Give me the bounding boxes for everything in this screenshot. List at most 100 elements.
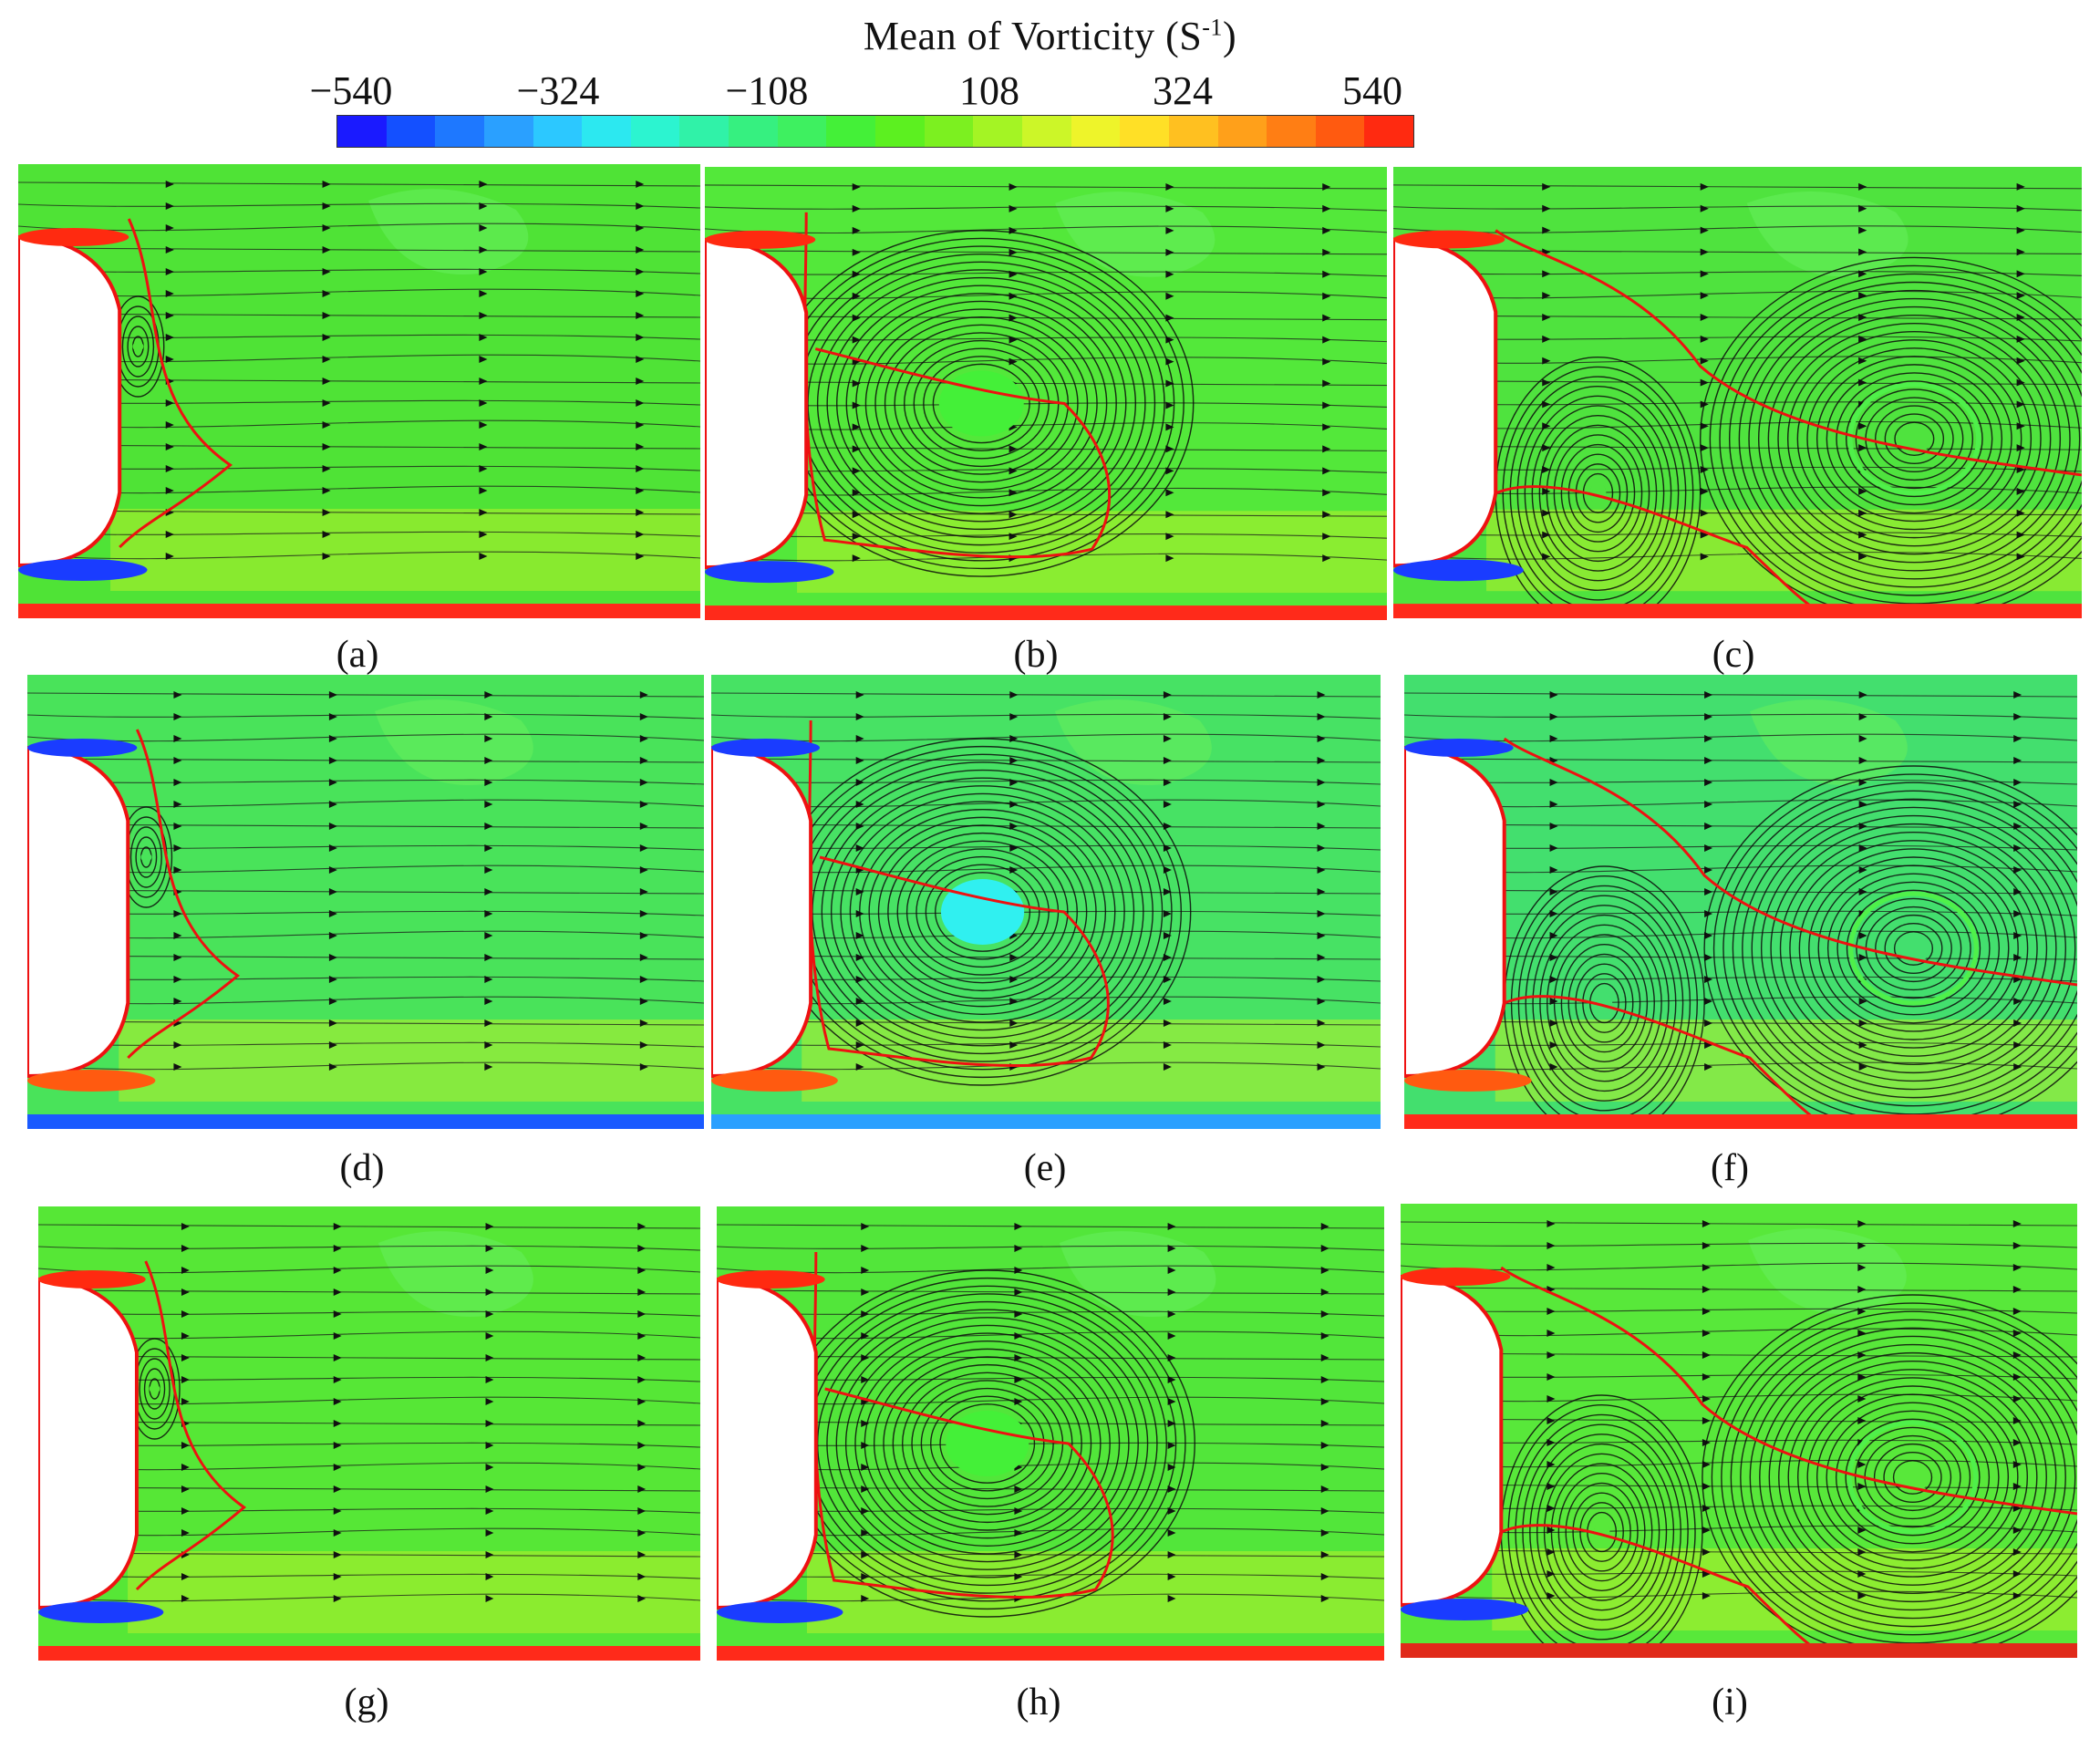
corner-vorticity-top xyxy=(1393,230,1505,249)
streamline-arrow xyxy=(1320,1464,1329,1471)
streamline-arrow xyxy=(333,1332,342,1340)
streamline-arrow xyxy=(1547,1330,1556,1337)
streamline-arrow xyxy=(485,1354,494,1361)
streamline-arrow xyxy=(333,1442,342,1449)
streamline-arrow xyxy=(1320,1529,1329,1537)
streamline-arrow xyxy=(855,1063,864,1071)
streamline-arrow xyxy=(485,1464,494,1471)
vortex-contour xyxy=(1826,364,2003,514)
vorticity-patch xyxy=(1749,699,1908,785)
corner-vorticity-bottom xyxy=(18,559,148,581)
panel-f xyxy=(1404,675,2077,1129)
vorticity-patch xyxy=(1059,1231,1216,1317)
streamline-arrow xyxy=(852,467,861,475)
vortex-contour xyxy=(884,324,1079,483)
streamline-arrow xyxy=(1547,1220,1556,1227)
streamline-arrow xyxy=(639,844,648,852)
streamline-arrow xyxy=(639,757,648,764)
shear-layer xyxy=(806,1551,1384,1633)
streamline-arrow xyxy=(1858,226,1867,234)
streamline-arrow xyxy=(639,998,648,1005)
vortex-contour xyxy=(923,356,1040,451)
streamline-arrow xyxy=(1542,509,1551,517)
separation-line xyxy=(1503,737,2077,987)
vortex-contour xyxy=(1797,1377,2029,1578)
streamline-arrow xyxy=(1858,182,1867,191)
streamline-arrow xyxy=(333,1507,342,1515)
panel-g xyxy=(38,1206,700,1661)
streamline-arrow xyxy=(1163,823,1172,830)
streamline-arrow xyxy=(2013,735,2022,742)
shear-layer xyxy=(110,509,700,591)
streamline-arrow xyxy=(165,334,174,341)
streamline-arrow xyxy=(636,224,645,232)
separation-line xyxy=(1500,1524,1831,1658)
streamline-arrow xyxy=(173,954,182,961)
streamline-arrow xyxy=(2013,1020,2022,1027)
streamline-arrow xyxy=(1704,779,1713,786)
colorbar-tick: −324 xyxy=(516,68,600,113)
streamline-arrow xyxy=(165,202,174,210)
streamline-arrow xyxy=(861,1573,870,1580)
streamline-arrow xyxy=(485,1267,494,1274)
streamline-arrow xyxy=(1317,932,1326,939)
corner-vorticity-bottom xyxy=(705,561,834,584)
streamline xyxy=(18,202,700,209)
streamline-arrow xyxy=(322,421,331,429)
streamline-arrow xyxy=(484,779,493,786)
vortex-contour xyxy=(896,840,1069,984)
vortex-contour xyxy=(1883,1452,1942,1503)
streamline-arrow xyxy=(484,910,493,917)
streamline-arrow xyxy=(1165,445,1174,453)
vortex-contour xyxy=(1767,314,2062,564)
vortex-contour xyxy=(1742,798,2077,1099)
bluff-body xyxy=(717,1277,818,1610)
streamline-arrow xyxy=(1165,226,1174,234)
streamline-arrow xyxy=(855,932,864,939)
streamline-arrow xyxy=(1547,1483,1556,1490)
streamline-arrow xyxy=(479,202,488,210)
panel-h xyxy=(717,1206,1384,1661)
streamline-arrow xyxy=(1700,270,1709,278)
streamline-arrow xyxy=(328,1041,337,1049)
colorbar-tick: −108 xyxy=(725,68,809,113)
streamline-arrow xyxy=(637,1223,647,1230)
corner-vorticity-top xyxy=(18,228,129,246)
panel-i xyxy=(1401,1204,2077,1658)
streamline-arrow xyxy=(1163,932,1172,939)
streamline-arrow xyxy=(855,954,864,961)
streamline-arrow xyxy=(479,224,488,232)
streamline-arrow xyxy=(637,1354,647,1361)
vortex-contour xyxy=(1816,356,2012,523)
streamline-arrow xyxy=(2013,779,2022,786)
streamline-arrow xyxy=(1549,691,1558,699)
streamline-arrow xyxy=(2012,1220,2022,1227)
streamline-arrow xyxy=(1858,691,1867,699)
streamline-arrow xyxy=(855,713,864,720)
streamline-arrow xyxy=(1317,910,1326,917)
vortex-contour xyxy=(873,1348,1102,1539)
streamline-arrow xyxy=(328,932,337,939)
streamline-arrow xyxy=(2012,1439,2022,1446)
streamline-arrow xyxy=(639,866,648,874)
bluff-body xyxy=(1401,1274,1504,1608)
vortex-contour xyxy=(1510,875,1698,1129)
flow-field-i xyxy=(1401,1204,2077,1658)
streamline-arrow xyxy=(479,312,488,319)
vortex-contour xyxy=(840,792,1125,1031)
streamline-arrow xyxy=(322,181,331,188)
streamline-arrow xyxy=(1858,954,1867,961)
panel-label: (a) xyxy=(336,634,379,676)
streamline-arrow xyxy=(1702,1220,1711,1227)
vortex-contour xyxy=(1777,322,2052,555)
streamline-arrow xyxy=(181,1332,190,1340)
vortex-contour xyxy=(1836,881,1991,1016)
streamline-arrow xyxy=(1320,1289,1329,1296)
streamline-arrow xyxy=(1320,1223,1329,1230)
streamline-arrow xyxy=(639,823,648,830)
streamline-arrow xyxy=(1702,1373,1711,1381)
streamline-arrow xyxy=(1857,1395,1867,1403)
colorbar-title-close: ) xyxy=(1222,14,1237,58)
streamline-arrow xyxy=(479,334,488,341)
vortex-contour xyxy=(1546,424,1650,563)
